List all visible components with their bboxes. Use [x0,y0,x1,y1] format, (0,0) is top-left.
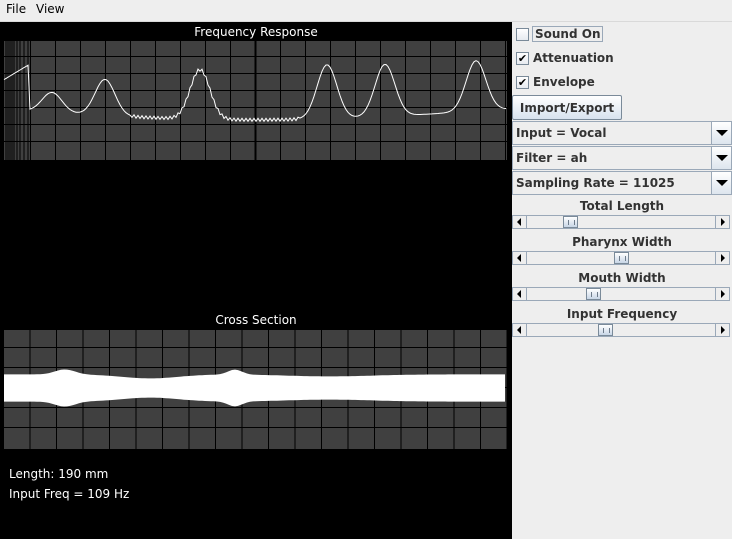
total-length-slider[interactable] [512,215,730,229]
sound-on-box[interactable] [516,28,529,41]
total-length-left-arrow-icon[interactable] [513,216,527,228]
mouth-width-label: Mouth Width [578,271,666,285]
import-export-button[interactable]: Import/Export [512,95,622,120]
filter-select-value: Filter = ah [516,151,588,165]
input-frequency-left-arrow-icon[interactable] [513,324,527,336]
total-length-track[interactable] [527,216,715,228]
sampling-rate-dropdown-arrow-icon[interactable] [711,172,731,194]
input-frequency-right-arrow-icon[interactable] [715,324,729,336]
attenuation-check-icon[interactable]: ✔ [516,52,529,65]
total-length-right-arrow-icon[interactable] [715,216,729,228]
mouth-width-left-arrow-icon[interactable] [513,288,527,300]
menu-bar: File View [0,0,732,22]
plots-svg [3,41,508,449]
input-select[interactable]: Input = Vocal [512,121,732,145]
menu-view[interactable]: View [36,2,65,16]
pharynx-width-thumb[interactable] [614,252,629,264]
cross-section-shape [4,369,505,407]
input-select-value: Input = Vocal [516,126,607,140]
display-canvas: Frequency Response Cross Section Length:… [0,22,512,539]
menu-file[interactable]: File [6,2,27,16]
sampling-rate-select[interactable]: Sampling Rate = 11025 [512,171,732,195]
input-frequency-slider[interactable] [512,323,730,337]
input-freq-readout: Input Freq = 109 Hz [9,487,130,501]
pharynx-width-slider[interactable] [512,251,730,265]
cross-section-title: Cross Section [215,313,297,327]
sampling-rate-value: Sampling Rate = 11025 [516,176,675,190]
input-frequency-label: Input Frequency [566,307,678,321]
sound-on-label[interactable]: Sound On [532,26,604,42]
total-length-thumb[interactable] [563,216,578,228]
frequency-grid [4,41,507,160]
frequency-response-title: Frequency Response [194,25,318,39]
filter-dropdown-arrow-icon[interactable] [711,147,731,169]
pharynx-width-right-arrow-icon[interactable] [715,252,729,264]
input-frequency-track[interactable] [527,324,715,336]
mouth-width-slider[interactable] [512,287,730,301]
input-dropdown-arrow-icon[interactable] [711,122,731,144]
total-length-label: Total Length [579,199,665,213]
frequency-response-curve [3,60,507,123]
pharynx-width-left-arrow-icon[interactable] [513,252,527,264]
mouth-width-thumb[interactable] [586,288,601,300]
pharynx-width-label: Pharynx Width [572,235,672,249]
envelope-check-icon[interactable]: ✔ [516,76,529,89]
mouth-width-track[interactable] [527,288,715,300]
attenuation-label[interactable]: Attenuation [533,51,614,65]
pharynx-width-track[interactable] [527,252,715,264]
mouth-width-right-arrow-icon[interactable] [715,288,729,300]
filter-select[interactable]: Filter = ah [512,146,732,170]
envelope-label[interactable]: Envelope [533,75,595,89]
length-readout: Length: 190 mm [9,467,109,481]
control-panel: Sound On ✔ Attenuation ✔ Envelope Import… [512,22,732,539]
input-frequency-thumb[interactable] [598,324,613,336]
